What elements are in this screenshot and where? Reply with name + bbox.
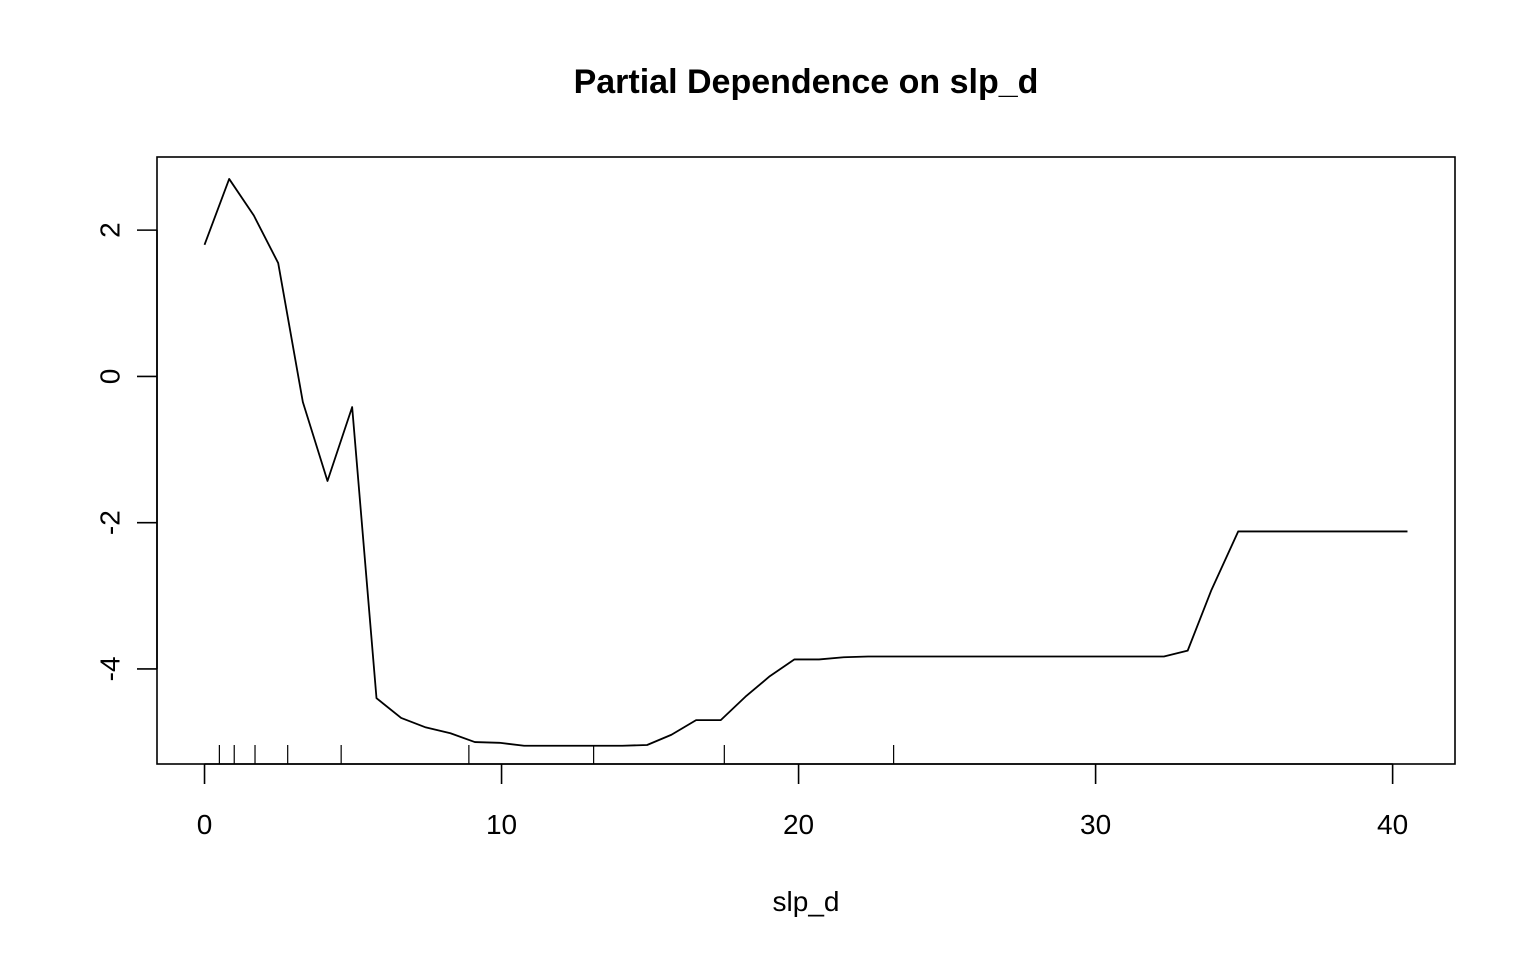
- y-tick-label: 2: [95, 222, 126, 238]
- rug-marks: [218, 745, 895, 764]
- x-tick-label: 30: [1080, 809, 1111, 840]
- x-axis-label: slp_d: [773, 886, 840, 917]
- y-tick-label: 0: [95, 369, 126, 385]
- x-tick-label: 0: [197, 809, 213, 840]
- chart-title: Partial Dependence on slp_d: [574, 63, 1039, 101]
- x-tick-label: 10: [486, 809, 517, 840]
- series-line: [203, 178, 1408, 747]
- y-tick-label: -4: [95, 656, 126, 681]
- y-tick-label: -2: [95, 510, 126, 535]
- plot-frame: [156, 156, 1456, 765]
- x-tick-label: 20: [783, 809, 814, 840]
- y-axis: -4 -2 0 2: [95, 222, 158, 681]
- x-axis: 0 10 20 30 40: [197, 763, 1408, 840]
- x-tick-label: 40: [1377, 809, 1408, 840]
